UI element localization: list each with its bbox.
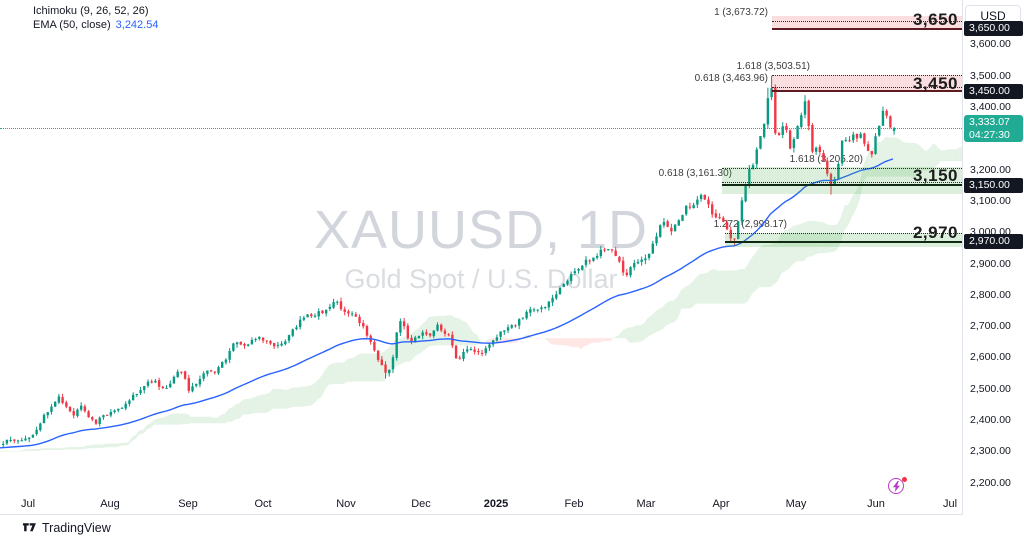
price-tick-label: 3,400.00 [970,101,1011,114]
time-tick-label: Jul [942,498,958,510]
price-tick-label: 3,500.00 [970,69,1011,82]
price-axis[interactable]: USD 3,333.07 04:27:30 3,600.00 3,500.00 3,… [962,0,1024,515]
price-level-badge: 3,650.00 [964,21,1023,37]
legend-ema-label: EMA (50, close) [33,19,111,31]
time-tick-label: Aug [100,498,120,510]
legend-ema[interactable]: EMA (50, close) 3,242.54 [33,18,158,32]
time-tick-label: Oct [254,498,272,510]
last-price-badge: 3,333.07 04:27:30 [964,115,1023,142]
time-tick-label: Feb [564,498,584,510]
price-level-badge: 3,150.00 [964,177,1023,193]
market-event-button[interactable] [888,477,907,496]
last-price-value: 3,333.07 [969,116,1010,128]
time-tick-label: Apr [712,498,730,510]
time-tick-label: Dec [411,498,431,510]
time-tick-label: Jul [20,498,36,510]
zone-demand-2,970[interactable] [725,232,962,248]
legend-ichimoku-label: Ichimoku (9, 26, 52, 26) [33,5,149,17]
zone-supply-3,650[interactable] [772,15,962,29]
price-tick-label: 3,600.00 [970,38,1011,51]
price-tick-label: 2,300.00 [970,445,1011,458]
price-tick-label: 2,200.00 [970,476,1011,489]
price-tick-label: 2,500.00 [970,382,1011,395]
price-level-badge: 2,970.00 [964,234,1023,250]
tradingview-logo-icon [22,523,36,532]
price-level-badge: 3,450.00 [964,83,1023,99]
time-axis[interactable]: Jul Aug Sep Oct Nov Dec 2025 Feb Mar Apr May Jun Jul [0,496,1024,515]
time-tick-label: Nov [336,498,356,510]
indicator-legend: Ichimoku (9, 26, 52, 26) EMA (50, close)… [33,4,158,32]
lightning-icon [888,478,904,494]
candlestick-canvas[interactable] [0,0,962,514]
countdown-timer: 04:27:30 [969,129,1010,141]
price-tick-label: 2,400.00 [970,413,1011,426]
zone-supply-3,450[interactable] [772,74,962,92]
tradingview-attribution[interactable]: TradingView [22,520,111,535]
time-tick-label: Mar [636,498,656,510]
time-tick-label: Sep [178,498,198,510]
price-pane[interactable]: XAUUSD, 1D Gold Spot / U.S. Dollar 1 (3,… [0,0,962,514]
time-tick-label: May [785,498,807,510]
time-tick-label: Jun [867,498,885,510]
price-tick-label: 3,200.00 [970,163,1011,176]
last-price-line [0,128,962,129]
price-tick-label: 2,700.00 [970,320,1011,333]
price-tick-label: 3,100.00 [970,194,1011,207]
time-tick-label: 2025 [483,498,509,510]
notification-dot [902,477,907,482]
price-tick-label: 2,800.00 [970,288,1011,301]
legend-ema-value: 3,242.54 [115,19,159,31]
zone-demand-3,150[interactable] [722,167,962,194]
tradingview-brand-text: TradingView [42,520,111,535]
price-tick-label: 2,600.00 [970,351,1011,364]
price-tick-label: 2,900.00 [970,257,1011,270]
legend-ichimoku[interactable]: Ichimoku (9, 26, 52, 26) [33,4,158,18]
